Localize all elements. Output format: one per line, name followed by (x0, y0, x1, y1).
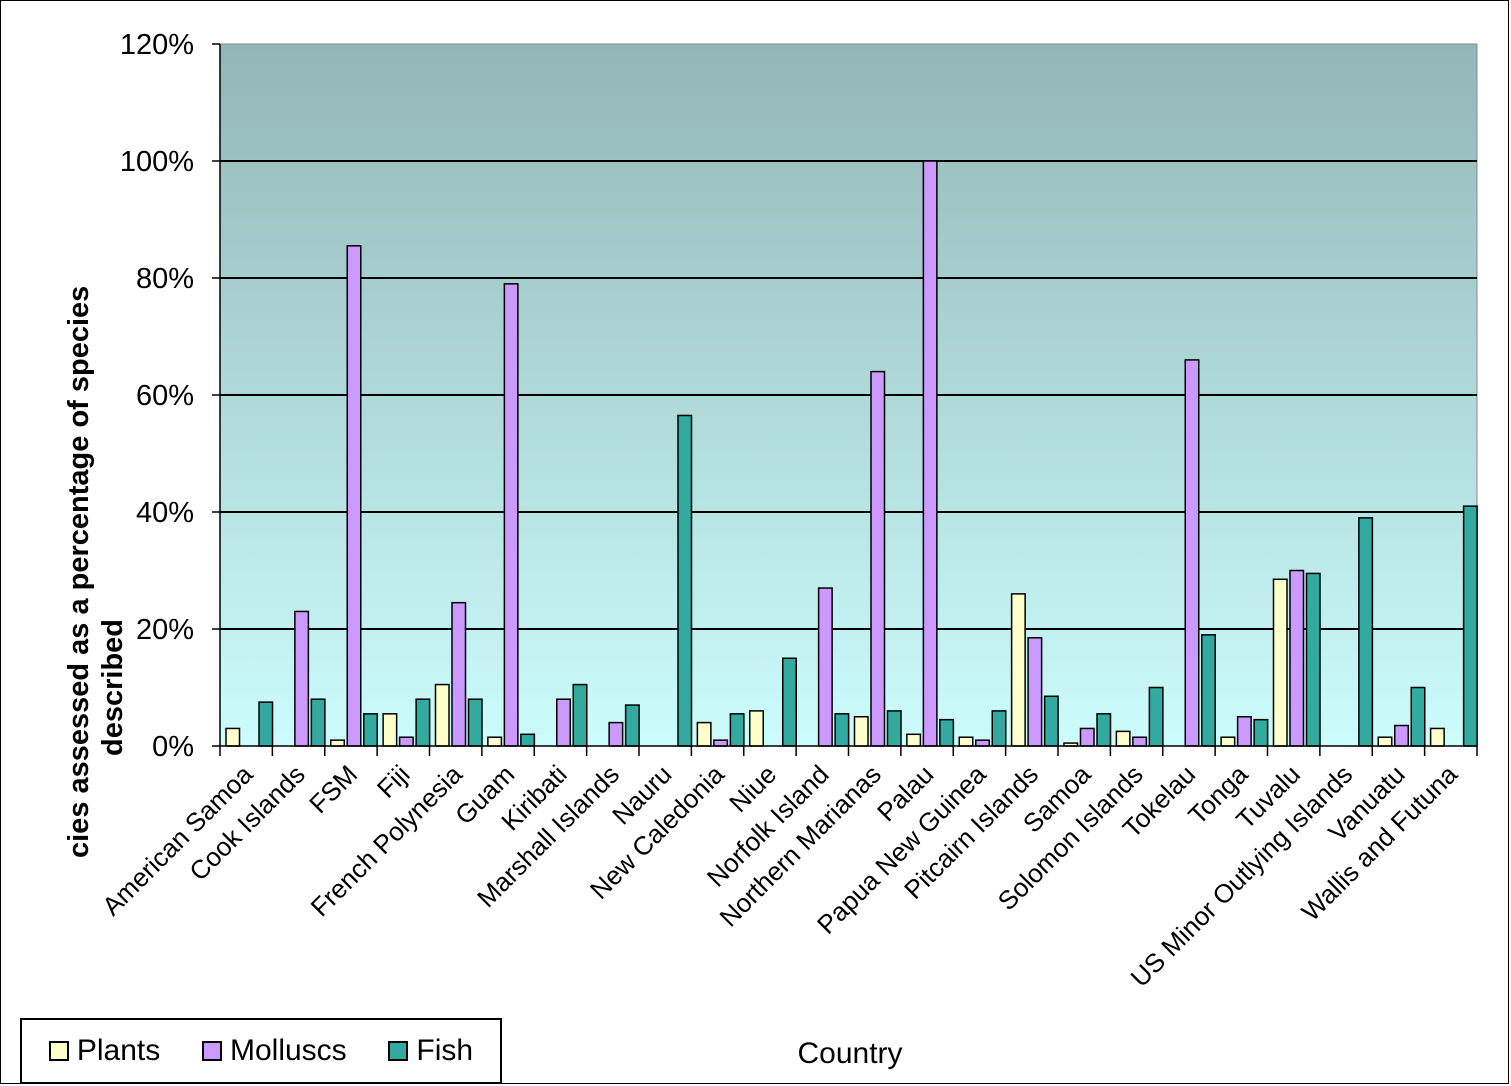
bar-plants-9 (696, 721, 712, 747)
legend-label: Fish (416, 1034, 474, 1067)
y-tick-label: 40% (136, 497, 194, 529)
axes (212, 43, 1478, 756)
bar-fish-17 (1148, 686, 1164, 747)
y-axis-title-line2: described (97, 619, 129, 756)
bar-fish-23 (1462, 505, 1478, 747)
bar-molluscs-7 (608, 721, 624, 747)
bar-plants-17 (1115, 730, 1131, 747)
bar-fish-6 (572, 683, 588, 747)
bar-molluscs-12 (870, 370, 886, 747)
bar-plants-14 (958, 736, 974, 747)
bar-plants-13 (906, 733, 922, 747)
y-axis-title: cies assessed as a percentage of species… (63, 278, 129, 858)
bar-plants-3 (382, 713, 398, 747)
y-tick-label: 100% (120, 146, 194, 178)
y-tick-label: 120% (120, 29, 194, 61)
bar-fish-10 (782, 657, 797, 747)
y-tick-label: 0% (152, 731, 194, 763)
bar-fish-12 (886, 710, 902, 747)
bar-fish-21 (1358, 517, 1374, 747)
bar-molluscs-19 (1236, 716, 1252, 747)
gridlines (220, 160, 1477, 630)
y-tick-labels: 0% 20% 40% 60% 80% 100% 120% (120, 29, 194, 763)
bar-molluscs-1 (294, 610, 310, 747)
bar-plants-12 (853, 716, 869, 747)
y-axis-title-line1: cies assessed as a percentage of species (63, 286, 95, 858)
bar-molluscs-13 (922, 160, 938, 747)
x-tick-label: FSM (303, 759, 363, 819)
bar-molluscs-2 (346, 245, 362, 747)
legend-swatch (48, 1041, 69, 1061)
bar-molluscs-17 (1132, 736, 1148, 747)
y-tick-label: 60% (136, 380, 194, 412)
bar-fish-11 (834, 713, 850, 747)
legend-label: Plants (76, 1034, 161, 1067)
bar-molluscs-18 (1184, 359, 1200, 747)
legend-item-fish: Fish (388, 1034, 473, 1068)
legend-swatch (201, 1041, 222, 1061)
bar-plants-23 (1429, 727, 1445, 747)
legend-item-plants: Plants (48, 1034, 161, 1068)
y-tick-label: 80% (136, 263, 194, 295)
bar-fish-4 (467, 698, 483, 747)
bar-molluscs-4 (451, 601, 467, 747)
bar-plants-20 (1272, 578, 1288, 747)
y-tick-label: 20% (136, 614, 194, 646)
bar-fish-2 (363, 713, 378, 747)
bar-molluscs-14 (975, 739, 990, 747)
bar-molluscs-5 (503, 283, 519, 747)
bar-plants-0 (225, 727, 241, 747)
bar-fish-13 (939, 718, 955, 747)
bar-fish-1 (310, 698, 326, 747)
bar-fish-0 (258, 701, 274, 747)
bar-plants-5 (487, 736, 503, 747)
bars (225, 160, 1478, 747)
bar-fish-7 (624, 704, 640, 747)
x-axis-title: Country (797, 1037, 902, 1070)
bar-plants-19 (1220, 736, 1236, 747)
legend-label: Molluscs (229, 1034, 347, 1067)
legend: Plants Molluscs Fish (20, 1018, 502, 1084)
bar-fish-16 (1096, 713, 1112, 747)
bar-molluscs-6 (556, 698, 571, 747)
bar-fish-3 (415, 698, 431, 747)
bar-fish-8 (677, 414, 693, 747)
bar-plants-4 (434, 683, 450, 747)
bar-fish-9 (729, 713, 745, 747)
bar-molluscs-20 (1289, 569, 1305, 747)
bar-molluscs-16 (1079, 727, 1095, 747)
legend-item-molluscs: Molluscs (201, 1034, 347, 1068)
bar-fish-22 (1410, 686, 1426, 747)
bar-fish-20 (1305, 572, 1321, 747)
bar-fish-5 (520, 733, 536, 747)
bar-molluscs-3 (398, 736, 414, 747)
bar-fish-14 (991, 710, 1007, 747)
bar-fish-19 (1253, 718, 1269, 747)
bar-plants-2 (330, 739, 345, 747)
bar-plants-15 (1010, 593, 1026, 747)
bar-fish-15 (1043, 695, 1059, 747)
bar-molluscs-22 (1394, 724, 1409, 747)
bar-plants-22 (1377, 736, 1393, 747)
bar-plants-10 (749, 710, 764, 747)
bar-fish-18 (1201, 634, 1216, 747)
bar-molluscs-15 (1027, 637, 1043, 747)
legend-swatch (388, 1041, 409, 1061)
bar-molluscs-11 (817, 587, 833, 747)
bar-molluscs-9 (713, 739, 729, 747)
